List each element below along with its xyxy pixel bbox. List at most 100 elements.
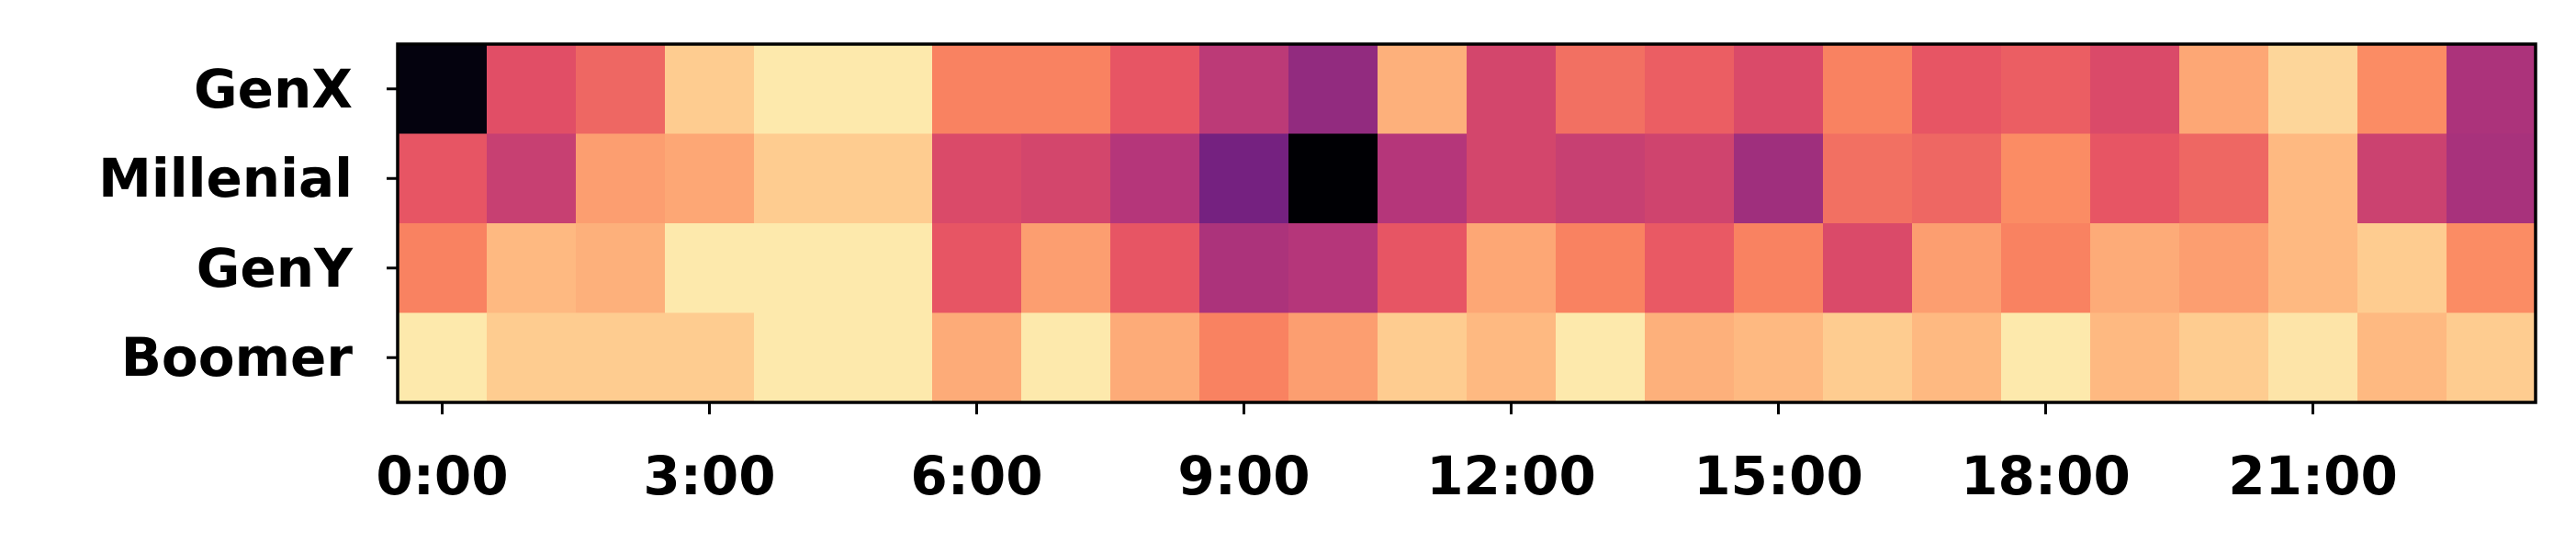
heatmap-cell xyxy=(932,223,1022,314)
heatmap-cell xyxy=(2447,312,2537,403)
heatmap-cell xyxy=(1199,44,1289,135)
heatmap-cell xyxy=(1556,312,1646,403)
heatmap-cell xyxy=(2179,133,2269,224)
heatmap-cell xyxy=(1734,312,1824,403)
heatmap-cell xyxy=(1734,223,1824,314)
heatmap-cell xyxy=(1288,223,1378,314)
heatmap-cell xyxy=(665,223,755,314)
heatmap-cell xyxy=(1378,223,1468,314)
heatmap-cell xyxy=(2357,44,2447,135)
heatmap-cells xyxy=(398,44,2537,403)
x-axis: 0:00 3:00 6:00 9:00 12:00 15:00 18:00 21:00 xyxy=(376,402,2398,507)
heatmap-cell xyxy=(2268,223,2358,314)
heatmap-cell xyxy=(754,312,844,403)
heatmap-cell xyxy=(2357,312,2447,403)
y-tick-label: GenY xyxy=(197,237,354,300)
heatmap-cell xyxy=(576,133,666,224)
heatmap-cell xyxy=(2268,133,2358,224)
heatmap-cell xyxy=(665,133,755,224)
x-tick-label: 18:00 xyxy=(1961,445,2131,507)
heatmap-cell xyxy=(1912,133,2002,224)
heatmap-cell xyxy=(932,312,1022,403)
heatmap-cell xyxy=(754,223,844,314)
heatmap-cell xyxy=(1021,133,1111,224)
heatmap-cell xyxy=(398,223,488,314)
y-tick-label: Boomer xyxy=(121,326,354,389)
heatmap-cell xyxy=(2179,312,2269,403)
heatmap-cell xyxy=(398,44,488,135)
heatmap-cell xyxy=(1823,223,1913,314)
heatmap-cell xyxy=(2090,312,2180,403)
x-tick-label: 12:00 xyxy=(1426,445,1596,507)
heatmap-cell xyxy=(2179,44,2269,135)
heatmap-cell xyxy=(932,133,1022,224)
heatmap-cell xyxy=(576,44,666,135)
heatmap-cell xyxy=(1378,44,1468,135)
heatmap-cell xyxy=(1110,44,1200,135)
heatmap-cell xyxy=(1378,312,1468,403)
heatmap-cell xyxy=(2179,223,2269,314)
heatmap-cell xyxy=(576,223,666,314)
heatmap-cell xyxy=(1734,133,1824,224)
heatmap-cell xyxy=(1288,44,1378,135)
heatmap-cell xyxy=(1912,312,2002,403)
heatmap-cell xyxy=(1467,44,1557,135)
heatmap-cell xyxy=(1467,312,1557,403)
heatmap-cell xyxy=(1110,223,1200,314)
heatmap-cell xyxy=(2001,44,2091,135)
x-tick-label: 6:00 xyxy=(910,445,1042,507)
x-tick-label: 15:00 xyxy=(1693,445,1863,507)
y-axis: GenX Millenial GenY Boomer xyxy=(98,58,398,389)
heatmap-cell xyxy=(1110,133,1200,224)
heatmap-cell xyxy=(1645,223,1735,314)
heatmap-cell xyxy=(1110,312,1200,403)
heatmap-cell xyxy=(932,44,1022,135)
heatmap-cell xyxy=(1467,223,1557,314)
heatmap-cell xyxy=(398,133,488,224)
heatmap-cell xyxy=(1021,312,1111,403)
heatmap-cell xyxy=(754,133,844,224)
heatmap-cell xyxy=(665,44,755,135)
heatmap-cell xyxy=(2001,133,2091,224)
heatmap-cell xyxy=(1645,133,1735,224)
heatmap-cell xyxy=(2447,133,2537,224)
heatmap-cell xyxy=(1199,312,1289,403)
heatmap-cell xyxy=(1645,312,1735,403)
heatmap-cell xyxy=(1467,133,1557,224)
x-tick-label: 9:00 xyxy=(1177,445,1310,507)
heatmap-cell xyxy=(487,44,577,135)
x-tick-label: 21:00 xyxy=(2228,445,2398,507)
heatmap-cell xyxy=(487,223,577,314)
plot-frame xyxy=(396,42,2537,404)
x-tick-label: 0:00 xyxy=(376,445,508,507)
heatmap-cell xyxy=(576,312,666,403)
heatmap-cell xyxy=(1556,223,1646,314)
heatmap-cell xyxy=(2001,223,2091,314)
heatmap-cell xyxy=(1823,133,1913,224)
heatmap-cell xyxy=(1645,44,1735,135)
heatmap-cell xyxy=(1734,44,1824,135)
heatmap-cell xyxy=(1912,44,2002,135)
heatmap-cell xyxy=(843,312,933,403)
heatmap-cell xyxy=(2090,44,2180,135)
heatmap-cell xyxy=(754,44,844,135)
heatmap-cell xyxy=(1021,44,1111,135)
heatmap-cell xyxy=(1021,223,1111,314)
heatmap-cell xyxy=(487,312,577,403)
heatmap-cell xyxy=(1288,312,1378,403)
heatmap-cell xyxy=(1912,223,2002,314)
heatmap-cell xyxy=(1199,223,1289,314)
y-tick-label: GenX xyxy=(194,58,353,120)
heatmap-cell xyxy=(398,312,488,403)
heatmap-cell xyxy=(2090,133,2180,224)
x-tick-label: 3:00 xyxy=(643,445,775,507)
heatmap-cell xyxy=(2268,44,2358,135)
heatmap-cell xyxy=(2090,223,2180,314)
heatmap-cell xyxy=(2447,223,2537,314)
heatmap-cell xyxy=(843,44,933,135)
heatmap-cell xyxy=(665,312,755,403)
heatmap-cell xyxy=(2268,312,2358,403)
heatmap-cell xyxy=(1823,44,1913,135)
heatmap-cell xyxy=(487,133,577,224)
